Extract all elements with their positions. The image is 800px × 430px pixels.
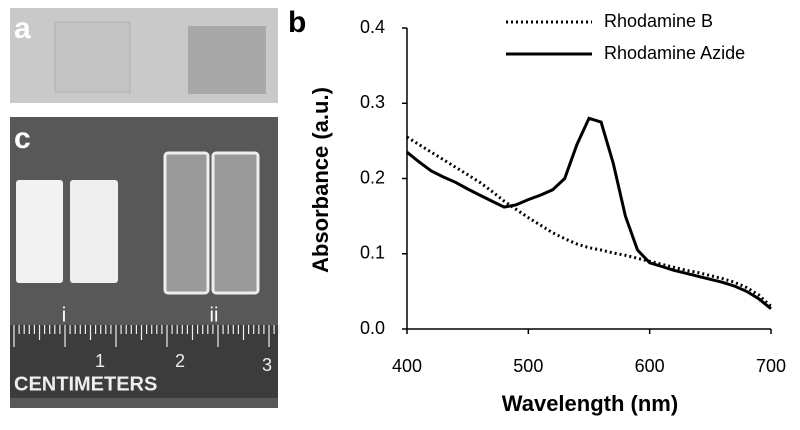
legend-label: Rhodamine B (604, 11, 713, 31)
film-plain (54, 21, 131, 93)
x-tick-label: 600 (635, 356, 665, 376)
tube (163, 151, 210, 295)
data-line (406, 135, 773, 308)
y-tick-label: 0.0 (360, 318, 385, 338)
x-tick-label: 400 (392, 356, 422, 376)
y-tick-label: 0.1 (360, 243, 385, 263)
sample-label: ii (210, 304, 219, 326)
panel-label: c (14, 122, 31, 155)
legend-label: Rhodamine Azide (604, 43, 745, 63)
tube (211, 151, 260, 295)
y-tick-label: 0.3 (360, 92, 385, 112)
sample-label: i (62, 304, 66, 326)
x-tick-label: 700 (756, 356, 786, 376)
y-axis-label: Absorbance (a.u.) (308, 87, 333, 273)
x-tick-label: 500 (513, 356, 543, 376)
y-tick-label: 0.2 (360, 167, 385, 187)
data-line (406, 116, 772, 310)
y-tick-label: 0.4 (360, 17, 385, 37)
panel-label: b (288, 6, 306, 39)
x-axis-label: Wavelength (nm) (502, 391, 678, 416)
film-dyed (188, 26, 266, 94)
ruler-number: 1 (95, 351, 105, 371)
ruler-number: 3 (262, 355, 272, 375)
ruler-number: 2 (175, 351, 185, 371)
panel-label: a (14, 12, 31, 45)
ruler-ticks (13, 325, 280, 347)
ruler-unit: CENTIMETERS (14, 373, 157, 395)
tube (16, 180, 63, 283)
ruler (10, 325, 278, 398)
tube (70, 180, 118, 283)
